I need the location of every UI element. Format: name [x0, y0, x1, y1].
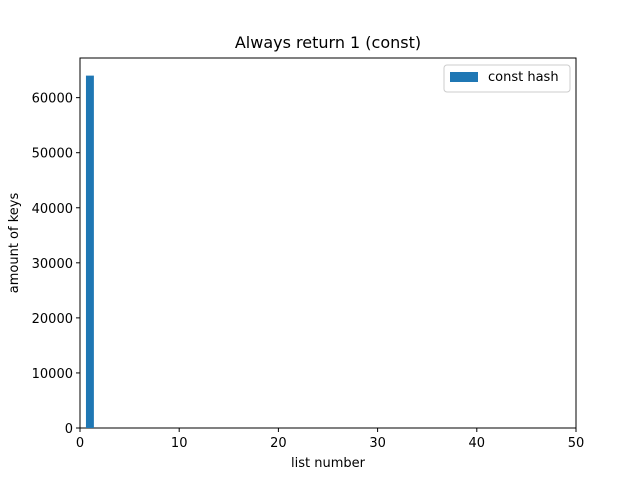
x-tick-label: 10: [171, 436, 188, 451]
legend-frame: [443, 64, 571, 93]
x-tick-label: 20: [270, 436, 287, 451]
x-axis-label: list number: [291, 456, 366, 471]
y-tick-label: 60000: [32, 92, 73, 107]
legend-label: const hash: [488, 70, 559, 85]
bar: [85, 75, 94, 428]
x-tick-label: 0: [76, 436, 84, 451]
x-tick-label: 50: [568, 436, 585, 451]
plot-frame: [79, 57, 577, 429]
y-axis-label: amount of keys: [7, 193, 22, 294]
y-tick-label: 0: [65, 422, 73, 437]
plot-area: 0 10 20 30 40 50 0 10000 20000 30000 40000 50000 60…: [32, 57, 584, 451]
y-tick-label: 40000: [32, 202, 73, 217]
x-ticks: 0 10 20 30 40 50: [76, 428, 584, 451]
x-tick-label: 30: [369, 436, 386, 451]
y-tick-label: 10000: [32, 367, 73, 382]
chart-title: Always return 1 (const): [235, 33, 421, 52]
y-tick-label: 20000: [32, 312, 73, 327]
y-tick-label: 50000: [32, 147, 73, 162]
legend-swatch: [450, 72, 478, 82]
y-ticks: 0 10000 20000 30000 40000 50000 60000: [32, 92, 80, 437]
y-tick-label: 30000: [32, 257, 73, 272]
legend: const hash: [443, 64, 571, 93]
bars: [85, 75, 94, 428]
x-tick-label: 40: [469, 436, 486, 451]
